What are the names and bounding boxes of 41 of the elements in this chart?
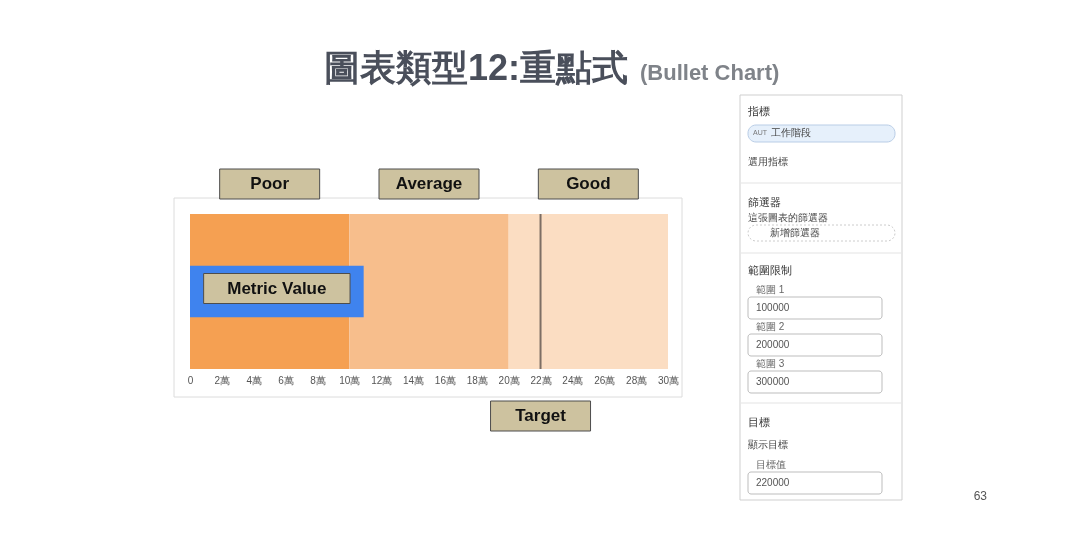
x-tick-label: 12萬 [371, 374, 393, 386]
x-tick-label: 30萬 [657, 374, 680, 386]
x-tick-label: 20萬 [498, 374, 520, 386]
ref-line-label: Target [515, 406, 567, 425]
text: 顯示目標 [748, 439, 788, 450]
text: 範圍 1 [756, 284, 785, 295]
x-tick-label: 14萬 [403, 374, 425, 386]
band-label: Poor [250, 174, 290, 193]
chart-subtitle: (Bullet Chart) [640, 60, 780, 85]
text: 選用指標 [748, 156, 788, 167]
text: 300000 [756, 376, 790, 387]
x-tick-label: 4萬 [246, 374, 263, 386]
band-label: Good [566, 174, 611, 193]
text: 範圍限制 [748, 264, 792, 276]
text: 篩選器 [748, 196, 781, 208]
text: 目標值 [756, 459, 786, 470]
x-tick-label: 10萬 [339, 374, 361, 386]
text: 63 [973, 489, 988, 503]
x-tick-label: 16萬 [434, 374, 456, 386]
text: 工作階段 [771, 127, 811, 138]
text: 指標 [747, 105, 770, 117]
band-label: Average [395, 174, 463, 193]
series-label: Metric Value [227, 278, 327, 298]
x-tick-label: 28萬 [626, 374, 648, 386]
x-tick-label: 22萬 [530, 374, 552, 386]
x-tick-label: 18萬 [466, 374, 488, 386]
x-tick-label: 2萬 [214, 374, 231, 386]
x-tick-label: 26萬 [594, 374, 616, 386]
text: 範圍 3 [756, 358, 785, 369]
x-tick-label: 6萬 [278, 374, 294, 386]
text: 100000 [756, 302, 790, 313]
text: 200000 [756, 339, 790, 350]
text: 目標 [748, 416, 770, 428]
text: 新增篩選器 [770, 227, 820, 238]
text: 這張圖表的篩選器 [748, 212, 828, 223]
x-tick-label: 24萬 [562, 374, 584, 386]
x-tick-label: 8萬 [310, 374, 326, 386]
text: 220000 [756, 477, 790, 488]
x-tick-label: 0 [187, 374, 194, 386]
text: 範圍 2 [756, 321, 785, 332]
chart-title: 圖表類型12:重點式 [323, 47, 628, 88]
